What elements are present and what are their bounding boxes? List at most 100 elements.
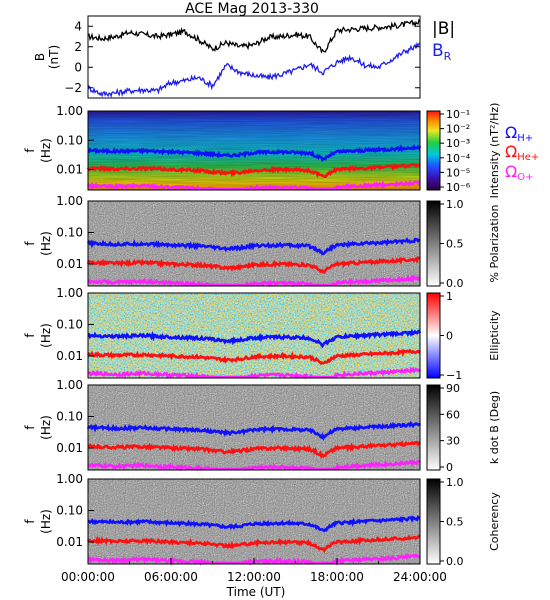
time-axis: 00:00:00 06:00:00 12:00:00 18:00:00 24:00:00 xyxy=(61,558,447,584)
freq-tick-label: 0.01 xyxy=(56,441,83,455)
panel1-ytick-label: −2 xyxy=(64,81,82,95)
colorbar-tick-label: 0.5 xyxy=(446,238,464,251)
omega-o-main: Ω xyxy=(505,162,517,181)
freq-tick-label: 1.00 xyxy=(56,378,83,392)
omega-he-sub: He+ xyxy=(517,152,539,163)
colorbar-tick-label: 1 xyxy=(446,290,453,303)
colorbar xyxy=(426,110,441,191)
colorbar-tick-label: 10⁻⁶ xyxy=(446,181,471,194)
colorbar-tick-label: 0 xyxy=(446,461,453,474)
colorbar-label: Coherency xyxy=(488,492,501,551)
freq-ylabel-f: f xyxy=(23,519,37,524)
omega-he-label: ΩHe+ xyxy=(505,142,539,163)
panel-frame xyxy=(87,200,421,287)
x-tick-label: 00:00:00 xyxy=(61,570,115,584)
freq-ylabel-hz: (Hz) xyxy=(39,231,53,256)
freq-tick-label: 0.01 xyxy=(56,349,83,363)
omega-o-sub: O+ xyxy=(517,172,533,183)
legend-br-sub: R xyxy=(444,50,452,63)
omega-h-line xyxy=(87,328,422,349)
freq-ylabel-f: f xyxy=(23,241,37,246)
br-line xyxy=(87,41,421,99)
freq-tick-label: 1.00 xyxy=(56,194,83,208)
omega-h-line xyxy=(86,420,422,441)
spectral-panel-2: 1.00 0.10 0.01 f (Hz) 1.0 0.5 0.0 % Polarization xyxy=(23,194,501,290)
panel-frame xyxy=(87,384,421,471)
freq-ylabel-hz: (Hz) xyxy=(39,509,53,534)
omega-o-line xyxy=(87,274,421,288)
b-magnitude-line xyxy=(88,18,421,54)
panel1-ytick-label: 4 xyxy=(74,19,82,33)
omega-he-line xyxy=(86,255,421,275)
omega-h-line xyxy=(87,144,422,163)
omega-o-line xyxy=(86,179,421,192)
panel1-ylabel-b: B xyxy=(33,53,47,61)
omega-h-label: ΩH+ xyxy=(505,123,533,144)
legend-b-magnitude: |B| xyxy=(432,19,455,39)
panel1-series-group xyxy=(87,18,421,99)
omega-h-sub: H+ xyxy=(517,133,533,144)
colorbar-tick-label: 0.0 xyxy=(446,555,464,568)
omega-he-line xyxy=(86,162,421,179)
colorbar-tick-label: 10⁻⁵ xyxy=(446,166,470,179)
freq-tick-label: 1.00 xyxy=(56,104,83,118)
colorbar-tick-label: 10⁻¹ xyxy=(446,108,470,121)
colorbar-tick-label: 10⁻⁴ xyxy=(446,152,471,165)
freq-ylabel-hz: (Hz) xyxy=(39,415,53,440)
x-axis-label: Time (UT) xyxy=(226,585,286,599)
panel1-ytick-label: 0 xyxy=(74,60,82,74)
colorbar-tick-label: 30 xyxy=(446,435,460,448)
panel-frame xyxy=(87,110,421,191)
spectral-panel-4: 1.00 0.10 0.01 f (Hz) 90 60 30 0 k dot B (Deg) xyxy=(23,378,501,474)
panel1-ylabel-unit: (nT) xyxy=(47,45,61,69)
panel-frame xyxy=(87,292,421,379)
colorbar xyxy=(426,292,441,379)
colorbar-tick-label: 10⁻² xyxy=(446,123,470,136)
colorbar-label: % Polarization xyxy=(488,205,501,283)
omega-o-line xyxy=(87,366,421,380)
freq-ylabel-hz: (Hz) xyxy=(39,138,53,163)
freq-tick-label: 0.01 xyxy=(56,257,83,271)
colorbar-tick-label: 10⁻³ xyxy=(446,137,470,150)
freq-ylabel-f: f xyxy=(23,425,37,430)
freq-tick-label: 1.00 xyxy=(56,472,83,486)
omega-h-line xyxy=(86,237,421,256)
colorbar xyxy=(426,478,441,565)
panel1-ytick-label: 2 xyxy=(74,40,82,54)
colorbar-label: Ellipticity xyxy=(488,310,501,361)
colorbar-tick-label: −1 xyxy=(446,369,462,382)
omega-he-main: Ω xyxy=(505,142,517,161)
spectral-panel-1: 1.00 0.10 0.01 f (Hz) 10⁻¹ 10⁻²10⁻³ 10⁻⁴10⁻⁵ 10⁻… xyxy=(23,103,501,199)
colorbar-tick-label: 1.0 xyxy=(446,198,464,211)
colorbar xyxy=(426,200,441,287)
colorbar-tick-label: 0.0 xyxy=(446,277,464,290)
omega-he-line xyxy=(87,440,421,459)
omega-h-line xyxy=(87,515,421,533)
panel1-frame xyxy=(87,15,421,99)
spectral-panel-3: 1.00 0.10 0.01 f (Hz) 1 0 −1 Ellipticity xyxy=(23,286,501,382)
colorbar-label: Intensity (nT²/Hz) xyxy=(488,103,501,199)
x-tick-label: 12:00:00 xyxy=(227,570,281,584)
freq-tick-label: 0.10 xyxy=(56,225,83,239)
freq-ylabel-hz: (Hz) xyxy=(39,323,53,348)
colorbar-tick-label: 0 xyxy=(446,330,453,343)
spectral-panel-5: 1.00 0.10 0.01 f (Hz) 1.0 0.5 0.0 Coherency xyxy=(23,472,501,568)
omega-legend: ΩH+ ΩHe+ ΩO+ xyxy=(505,123,539,183)
omega-o-label: ΩO+ xyxy=(505,162,533,183)
freq-tick-label: 0.10 xyxy=(56,409,83,423)
panel-b-field: 420−2 B (nT) |B| BR xyxy=(33,15,455,99)
panel1-yticks: 4 2 0 −2 xyxy=(64,19,420,95)
freq-tick-label: 0.01 xyxy=(56,163,83,177)
legend-br-main: B xyxy=(432,41,444,61)
spectral-panels: 1.000.100.01f (Hz)10⁻¹10⁻²10⁻³10⁻⁴10⁻⁵10⁻… xyxy=(23,103,501,568)
omega-h-main: Ω xyxy=(505,123,517,142)
x-tick-label: 06:00:00 xyxy=(144,570,198,584)
x-tick-label: 18:00:00 xyxy=(310,570,364,584)
freq-tick-label: 0.10 xyxy=(56,133,83,147)
x-tick-label: 24:00:00 xyxy=(393,570,447,584)
freq-tick-label: 0.01 xyxy=(56,535,83,549)
freq-tick-label: 0.10 xyxy=(56,317,83,331)
colorbar-tick-label: 60 xyxy=(446,408,460,421)
freq-ylabel-f: f xyxy=(23,333,37,338)
